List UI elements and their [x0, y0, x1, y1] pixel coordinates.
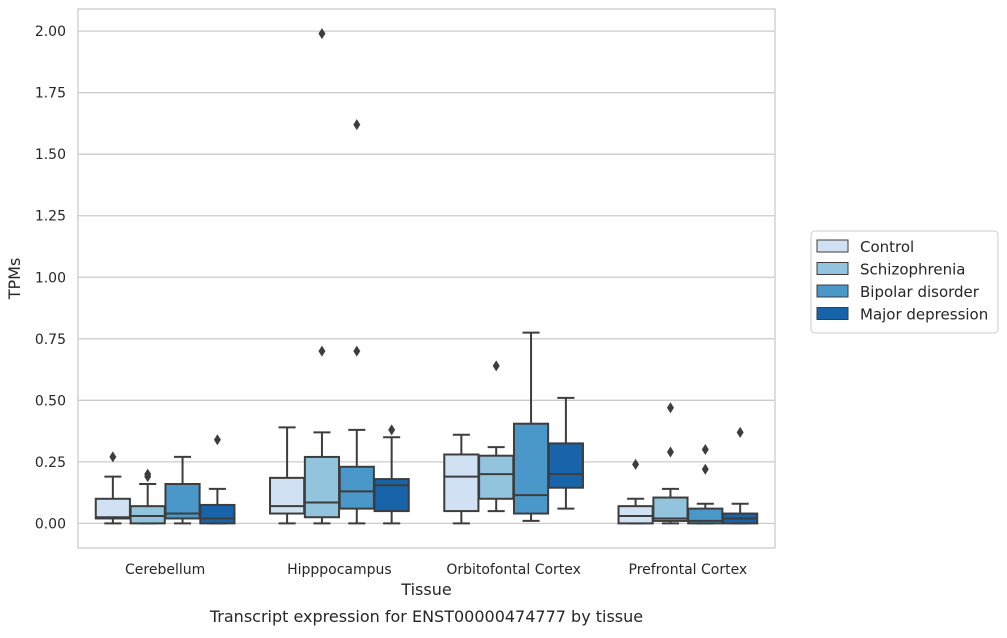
box-control [269, 426, 306, 525]
outlier-point [318, 345, 326, 357]
outlier-point [353, 345, 361, 357]
y-tick-label: 0.50 [35, 393, 66, 409]
legend-frame [810, 230, 999, 334]
x-tick-label: Orbitofontal Cortex [446, 562, 581, 578]
y-tick-label: 0.25 [35, 455, 66, 471]
chart-caption: Transcript expression for ENST0000047477… [209, 607, 643, 626]
box-iqr [443, 453, 480, 513]
y-tick-label: 2.00 [35, 24, 66, 40]
legend: Control Schizophrenia Bipolar disorder Majo… [810, 230, 999, 334]
box-schizophrenia [303, 28, 341, 525]
box-iqr [617, 505, 654, 525]
outlier-point [492, 360, 500, 372]
box-control [617, 458, 654, 525]
legend-label: Schizophrenia [860, 261, 965, 279]
box-iqr [373, 478, 410, 513]
outlier-point [666, 402, 674, 414]
box-bipolar-disorder [687, 444, 724, 525]
outlier-point [701, 463, 709, 475]
y-tick-label: 1.00 [35, 270, 66, 286]
y-axis-label: TPMs [5, 258, 24, 301]
box-schizophrenia [652, 402, 689, 525]
x-axis-label: Tissue [400, 580, 451, 599]
outlier-point [318, 28, 326, 40]
box-iqr [478, 454, 515, 500]
box-iqr [338, 465, 375, 510]
legend-swatch [816, 284, 849, 298]
outlier-point [144, 468, 152, 480]
box-schizophrenia [129, 468, 166, 525]
outlier-point [632, 458, 640, 470]
x-tick-label: Prefrontal Cortex [629, 562, 748, 578]
box-iqr [547, 442, 584, 489]
box-bipolar-disorder [338, 119, 375, 525]
outlier-point [701, 444, 709, 456]
y-tick-label: 1.50 [35, 147, 66, 163]
box-iqr [303, 455, 341, 519]
outlier-point [109, 451, 117, 463]
outlier-point [736, 426, 744, 438]
box-schizophrenia [478, 360, 515, 513]
box-iqr [652, 496, 689, 522]
box-iqr [94, 497, 131, 520]
box-bipolar-disorder [512, 331, 550, 522]
legend-label: Major depression [860, 306, 988, 324]
y-tick-label: 1.75 [35, 86, 66, 102]
y-axis-ticks: 0.00 0.25 0.50 0.75 1.00 1.25 1.50 1.75 2.00 [35, 24, 66, 532]
outlier-point [388, 424, 396, 436]
outlier-point [213, 434, 221, 446]
legend-swatch [816, 262, 849, 275]
legend-label: Control [860, 238, 914, 256]
x-tick-label: Hipppocampus [287, 562, 392, 578]
plot-frame [77, 8, 776, 549]
outlier-point [666, 446, 674, 458]
x-axis-ticks: Cerebellum Hipppocampus Orbitofontal Corte… [125, 562, 747, 578]
y-tick-label: 0.75 [35, 332, 66, 348]
y-tick-label: 0.00 [35, 516, 66, 532]
box-control [94, 451, 131, 525]
box-iqr [512, 422, 550, 515]
box-iqr [199, 503, 236, 525]
x-tick-label: Cerebellum [125, 562, 205, 578]
box-control [443, 433, 480, 525]
legend-label: Bipolar disorder [860, 283, 980, 301]
outlier-point [353, 119, 361, 131]
box-major-depression [722, 426, 759, 525]
box-iqr [269, 476, 306, 515]
box-major-depression [199, 434, 236, 525]
grid-lines [78, 30, 775, 525]
box-iqr [129, 505, 166, 525]
y-tick-label: 1.25 [35, 209, 66, 225]
box-series [94, 28, 759, 525]
box-major-depression [547, 396, 584, 510]
box-bipolar-disorder [164, 455, 201, 525]
box-major-depression [373, 424, 410, 525]
legend-swatch [816, 307, 849, 320]
legend-swatch [816, 239, 849, 253]
